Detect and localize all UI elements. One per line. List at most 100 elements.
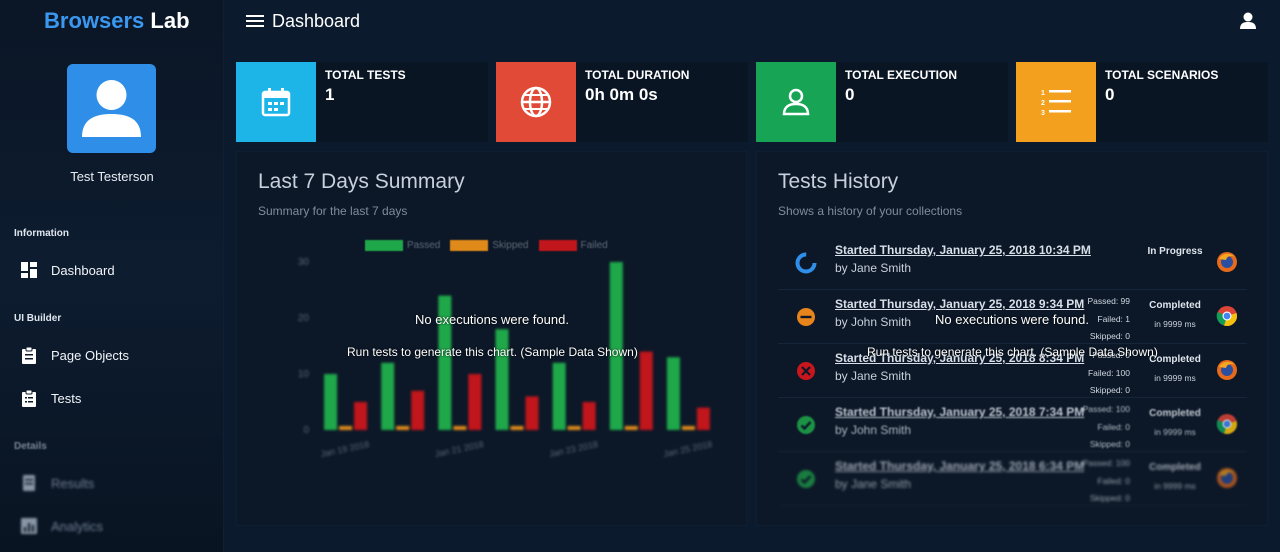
history-run-link[interactable]: Started Thursday, January 25, 2018 6:34 …: [835, 459, 1085, 473]
stat-label: TOTAL EXECUTION: [845, 68, 958, 82]
sidebar-item-label: Tests: [51, 390, 82, 406]
stat-value: 1: [325, 85, 335, 104]
skipped-count: Skipped: 0: [1089, 331, 1130, 341]
sidebar-item-dashboard[interactable]: Dashboard: [20, 258, 115, 282]
history-run-duration: in 9999 ms: [1154, 427, 1196, 437]
avatar[interactable]: [67, 64, 156, 153]
bar-passed[interactable]: [381, 362, 395, 430]
history-run-counts: Passed: 0 Failed: 100 Skipped: 0: [1078, 347, 1130, 400]
x-tick-label: Jan 25 2018: [663, 439, 714, 459]
history-run-link[interactable]: Started Thursday, January 25, 2018 9:34 …: [835, 297, 1085, 311]
bar-failed[interactable]: [468, 374, 482, 430]
history-row[interactable]: Started Thursday, January 25, 2018 6:34 …: [778, 452, 1247, 506]
bar-passed[interactable]: [552, 362, 566, 430]
history-run-link[interactable]: Started Thursday, January 25, 2018 8:34 …: [835, 351, 1085, 365]
bar-skipped[interactable]: [339, 426, 353, 430]
legend-label: Passed: [407, 240, 441, 251]
hamburger-menu-icon[interactable]: [246, 13, 264, 29]
legend-item-passed[interactable]: Passed: [365, 240, 440, 251]
history-run-duration: in 9999 ms: [1154, 481, 1196, 491]
failed-count: Failed: 0: [1097, 421, 1130, 432]
x-tick-label: Jan 21 2018: [434, 439, 485, 459]
bar-passed[interactable]: [609, 262, 623, 430]
panel-title: Last 7 Days Summary: [258, 170, 465, 193]
bar-skipped[interactable]: [453, 426, 467, 430]
failed-count: Failed: 100: [1087, 367, 1130, 378]
brand-logo[interactable]: Browsers Lab: [44, 8, 190, 34]
dashboard-icon: [21, 262, 37, 278]
bar-failed[interactable]: [639, 351, 653, 430]
y-tick-label: 0: [303, 425, 309, 436]
sidebar-item-results[interactable]: Results: [20, 471, 94, 495]
bar-skipped[interactable]: [510, 426, 524, 430]
chart-icon: [21, 518, 37, 534]
bar-failed[interactable]: [354, 402, 368, 430]
legend-item-skipped[interactable]: Skipped: [450, 240, 529, 251]
stat-value: 0: [845, 85, 855, 104]
firefox-icon[interactable]: [1216, 359, 1238, 381]
stat-card-total-scenarios: 1 2 3 TOTAL SCENARIOS 0: [1016, 62, 1268, 142]
check-circle-icon: [797, 470, 815, 488]
user-account-icon[interactable]: [1238, 11, 1258, 31]
progress-spinner-icon: [795, 252, 817, 274]
calendar-icon: [261, 88, 291, 117]
history-run-author: by John Smith: [835, 315, 912, 329]
y-tick-label: 30: [298, 257, 310, 268]
history-run-link[interactable]: Started Thursday, January 25, 2018 7:34 …: [835, 405, 1085, 419]
stat-card-total-tests: TOTAL TESTS 1: [236, 62, 488, 142]
bar-skipped[interactable]: [624, 426, 638, 430]
bar-passed[interactable]: [666, 357, 680, 430]
minus-circle-icon: [797, 308, 815, 326]
globe-icon: [520, 86, 552, 118]
stat-value: 0h 0m 0s: [585, 85, 658, 104]
legend-swatch: [538, 240, 577, 251]
history-run-link[interactable]: Started Thursday, January 25, 2018 10:34…: [835, 243, 1091, 257]
bar-skipped[interactable]: [567, 426, 581, 430]
history-row[interactable]: Started Thursday, January 25, 2018 8:34 …: [778, 344, 1247, 398]
numbered-list-icon: 1 2 3: [1041, 90, 1071, 117]
bar-failed[interactable]: [411, 390, 425, 430]
firefox-icon[interactable]: [1216, 467, 1238, 489]
x-tick-label: Jan 23 2018: [548, 439, 599, 459]
section-label-information: Information: [14, 228, 69, 239]
x-tick-label: Jan 19 2018: [320, 439, 371, 459]
legend-item-failed[interactable]: Failed: [538, 240, 608, 251]
history-row[interactable]: Started Thursday, January 25, 2018 9:34 …: [778, 290, 1247, 344]
sidebar-item-analytics[interactable]: Analytics: [20, 514, 103, 538]
chrome-icon[interactable]: [1216, 413, 1238, 435]
history-row[interactable]: Started Thursday, January 25, 2018 7:34 …: [778, 398, 1247, 452]
section-label-ui-builder: UI Builder: [14, 313, 62, 324]
person-icon: [782, 88, 810, 116]
svg-text:1: 1: [1041, 90, 1045, 97]
history-run-author: by Jane Smith: [835, 477, 912, 491]
legend-swatch: [450, 240, 489, 251]
legend-label: Failed: [580, 240, 608, 251]
history-run-counts: Passed: 100 Failed: 0 Skipped: 0: [1078, 455, 1130, 508]
stat-card-total-duration: TOTAL DURATION 0h 0m 0s: [496, 62, 748, 142]
bar-passed[interactable]: [438, 295, 452, 430]
history-run-status: Completed: [1149, 354, 1201, 365]
section-label-details: Details: [14, 441, 47, 452]
bar-passed[interactable]: [495, 329, 509, 430]
history-run-duration: in 9999 ms: [1154, 319, 1196, 329]
bar-skipped[interactable]: [681, 426, 695, 430]
y-tick-label: 20: [298, 313, 310, 324]
history-row[interactable]: Started Thursday, January 25, 2018 10:34…: [778, 236, 1247, 290]
bar-failed[interactable]: [582, 402, 596, 430]
history-empty-subtitle: Run tests to generate this chart. (Sampl…: [867, 345, 1158, 359]
chrome-icon[interactable]: [1216, 305, 1238, 327]
sidebar-item-page-objects[interactable]: Page Objects: [20, 343, 129, 367]
sidebar-item-label: Page Objects: [51, 347, 130, 363]
panel-subtitle: Shows a history of your collections: [778, 204, 963, 218]
summary-bar-chart: 0 10 20 30 Jan 19 2018 Jan 21 2018 Jan 23 2018…: [298, 257, 714, 459]
svg-text:3: 3: [1041, 110, 1045, 117]
sidebar-item-label: Dashboard: [51, 262, 115, 278]
bar-passed[interactable]: [324, 374, 338, 430]
sidebar-item-label: Results: [51, 475, 95, 491]
firefox-icon[interactable]: [1216, 251, 1238, 273]
history-run-status: Completed: [1149, 300, 1201, 311]
bar-failed[interactable]: [696, 407, 710, 430]
bar-skipped[interactable]: [396, 426, 410, 430]
bar-failed[interactable]: [525, 396, 539, 430]
sidebar-item-tests[interactable]: Tests: [20, 386, 81, 410]
